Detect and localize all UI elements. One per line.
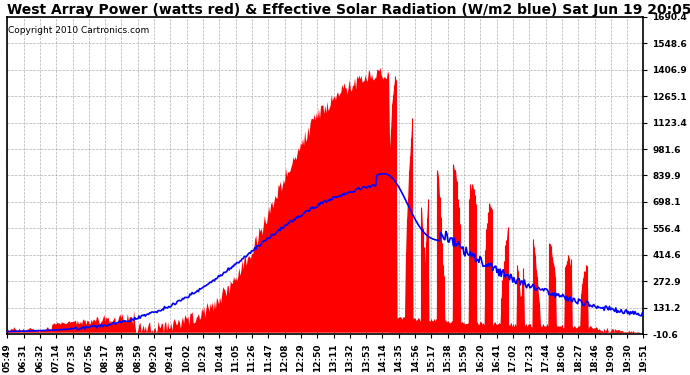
Text: West Array Power (watts red) & Effective Solar Radiation (W/m2 blue) Sat Jun 19 : West Array Power (watts red) & Effective… — [8, 3, 690, 17]
Text: Copyright 2010 Cartronics.com: Copyright 2010 Cartronics.com — [8, 26, 149, 35]
